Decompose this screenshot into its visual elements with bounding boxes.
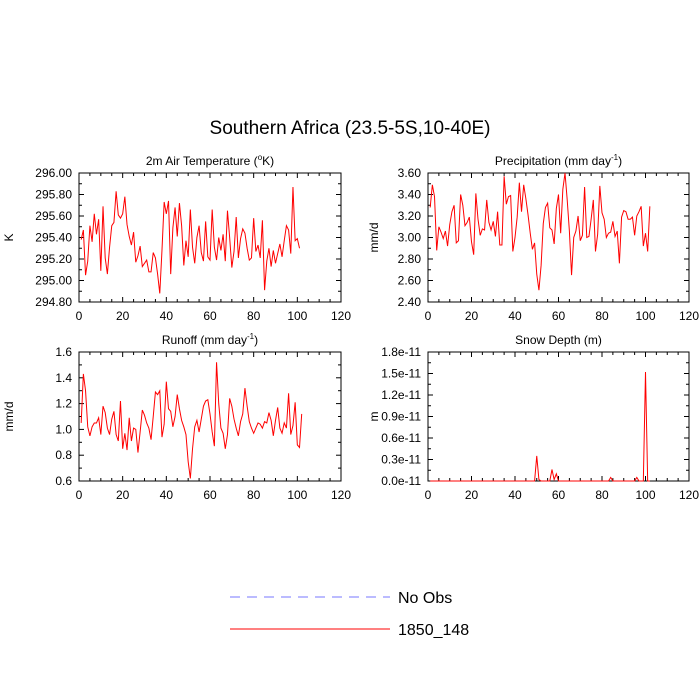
plot-frame [78, 172, 342, 303]
x-tick-label: 80 [247, 488, 261, 502]
x-tick-label: 40 [160, 309, 174, 323]
y-tick-label: 1.8e-11 [381, 345, 421, 359]
x-tick-label: 120 [679, 309, 699, 323]
panel-title-main: Snow Depth (m) [515, 333, 602, 347]
y-tick-label: 2.80 [398, 252, 422, 266]
y-tick-label: 295.20 [35, 252, 72, 266]
panel-title: 2m Air Temperature (oK) [146, 153, 274, 168]
y-tick-label: 295.60 [35, 209, 72, 223]
panel-4: 0 20 40 60 80 100 120 0.0e-11 0.3e-11 0.6e-11 0.9e… [367, 333, 699, 502]
panel-title-main: Runoff (mm day [162, 333, 247, 347]
x-tick-label: 80 [247, 309, 261, 323]
y-tick-label: 3.40 [398, 188, 422, 202]
x-tick-label: 80 [595, 309, 609, 323]
y-tick-label: 0.3e-11 [381, 453, 421, 467]
y-tick-label: 3.60 [398, 166, 422, 180]
panel-title: Precipitation (mm day-1) [495, 153, 622, 168]
y-axis-label: mm/d [2, 402, 16, 432]
y-tick-label: 0.6e-11 [381, 431, 421, 445]
y-tick-label: 1.2e-11 [381, 388, 421, 402]
x-tick-label: 0 [425, 309, 432, 323]
panel-title-end: ) [618, 154, 622, 168]
x-tick-label: 0 [425, 488, 432, 502]
y-tick-label: 3.00 [398, 231, 422, 245]
y-tick-label: 0.0e-11 [381, 474, 421, 488]
panel-title-end: ) [254, 333, 258, 347]
x-tick-label: 20 [465, 488, 479, 502]
panel-title-main: Precipitation (mm day [495, 154, 611, 168]
y-tick-label: 1.5e-11 [381, 367, 421, 381]
y-tick-label: 294.80 [35, 295, 72, 309]
y-axis-label: K [2, 233, 16, 241]
panel-title-main: 2m Air Temperature ( [146, 154, 258, 168]
y-tick-label: 2.40 [398, 295, 422, 309]
y-tick-label: 2.60 [398, 274, 422, 288]
y-tick-label: 1.0 [55, 422, 72, 436]
y-tick-label: 0.9e-11 [381, 410, 421, 424]
y-axis-label: mm/d [367, 223, 381, 253]
series-line-1850_148 [430, 372, 650, 482]
panel-2: 0 20 40 60 80 100 120 2.40 2.60 2.80 3.00 3.20 3.40 3… [367, 153, 699, 323]
panel-title: Snow Depth (m) [515, 333, 602, 347]
x-tick-label: 100 [635, 309, 655, 323]
series-line-1850_148 [429, 172, 651, 291]
panel-title-superscript: o [258, 153, 263, 162]
panel-title-superscript: -1 [247, 332, 255, 341]
x-tick-label: 60 [203, 309, 217, 323]
x-tick-label: 0 [76, 309, 83, 323]
panel-title-superscript: -1 [611, 153, 619, 162]
x-tick-label: 20 [116, 309, 130, 323]
x-tick-label: 20 [465, 309, 479, 323]
y-tick-label: 0.6 [55, 474, 72, 488]
y-tick-label: 0.8 [55, 448, 72, 462]
x-tick-label: 100 [635, 488, 655, 502]
x-tick-label: 120 [331, 309, 351, 323]
series-line-1850_148 [80, 186, 301, 294]
legend: No Obs 1850_148 [230, 590, 469, 639]
y-tick-label: 1.2 [55, 397, 72, 411]
legend-label-1: No Obs [398, 590, 452, 607]
x-tick-label: 20 [116, 488, 130, 502]
x-tick-label: 40 [160, 488, 174, 502]
x-tick-label: 120 [679, 488, 699, 502]
x-tick-label: 120 [331, 488, 351, 502]
legend-label-2: 1850_148 [398, 622, 469, 639]
y-tick-label: 1.6 [55, 345, 72, 359]
y-tick-label: 1.4 [55, 371, 72, 385]
figure-title: Southern Africa (23.5-5S,10-40E) [209, 118, 491, 139]
x-tick-label: 40 [508, 309, 522, 323]
panel-1: 0 20 40 60 80 100 120 294.80 295.00 295.20 295.40 2… [2, 153, 351, 323]
x-tick-label: 80 [595, 488, 609, 502]
y-tick-label: 295.00 [35, 274, 72, 288]
x-tick-label: 100 [287, 309, 307, 323]
plot-frame [427, 351, 690, 482]
x-tick-label: 40 [508, 488, 522, 502]
x-tick-label: 60 [552, 488, 566, 502]
panel-title: Runoff (mm day-1) [162, 332, 258, 347]
series-line-1850_148 [80, 362, 303, 479]
y-tick-label: 295.80 [35, 188, 72, 202]
y-axis-label: m [367, 412, 381, 422]
x-tick-label: 0 [76, 488, 83, 502]
panel-3: 0 20 40 60 80 100 120 0.6 0.8 1.0 1.2 1.4 1.6 Runoff … [2, 332, 351, 502]
y-tick-label: 296.00 [35, 166, 72, 180]
x-tick-label: 60 [552, 309, 566, 323]
y-tick-label: 295.40 [35, 231, 72, 245]
panel-title-end: K) [262, 154, 274, 168]
plot-frame [427, 172, 690, 303]
x-tick-label: 100 [287, 488, 307, 502]
x-tick-label: 60 [203, 488, 217, 502]
y-tick-label: 3.20 [398, 209, 422, 223]
